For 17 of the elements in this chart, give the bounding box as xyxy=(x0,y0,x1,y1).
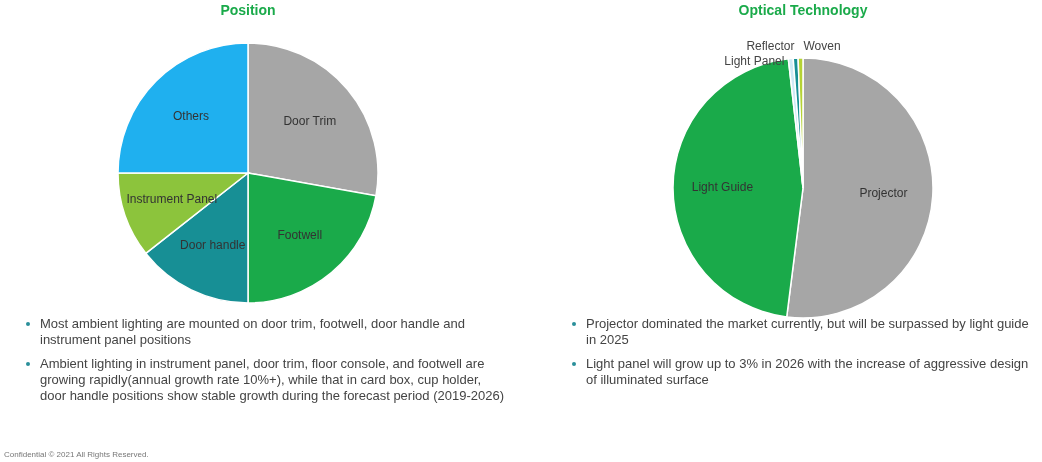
text: Projector dominated the market currently, but will be surpassed by light guide in 2025 xyxy=(586,316,1030,348)
text: Most ambient lighting are mounted on door trim, footwell, door handle and instrument panel positions xyxy=(40,316,466,348)
chart-title: Position xyxy=(220,2,276,18)
slice-label: Instrument Panel xyxy=(126,192,218,207)
slice-label: Reflector xyxy=(746,39,795,54)
text: Light panel will grow up to 3% in 2026 with the increase of aggressive design of illuminated surface xyxy=(586,356,1030,388)
slice-label: Projector xyxy=(859,186,908,201)
slice-label: Woven xyxy=(803,39,841,54)
slice-label: Others xyxy=(173,109,210,124)
text: Ambient lighting in instrument panel, door trim, floor console, and footwell are growing rapidly(annual growth rate 10%+), while that in card box, cup holder, door handle positions show stable growth during the forecast period (2019-2026) xyxy=(40,356,505,404)
text: Confidential © 2021 All Rights Reserved. xyxy=(4,450,149,459)
slice-label: Light Guide xyxy=(691,180,754,195)
slice-label: Door handle xyxy=(180,238,246,253)
slice-label: Door Trim xyxy=(283,114,337,129)
slice-label: Light Panel xyxy=(724,53,785,68)
chart-title: Optical Technology xyxy=(738,2,868,19)
slice-label: Footwell xyxy=(277,227,323,242)
